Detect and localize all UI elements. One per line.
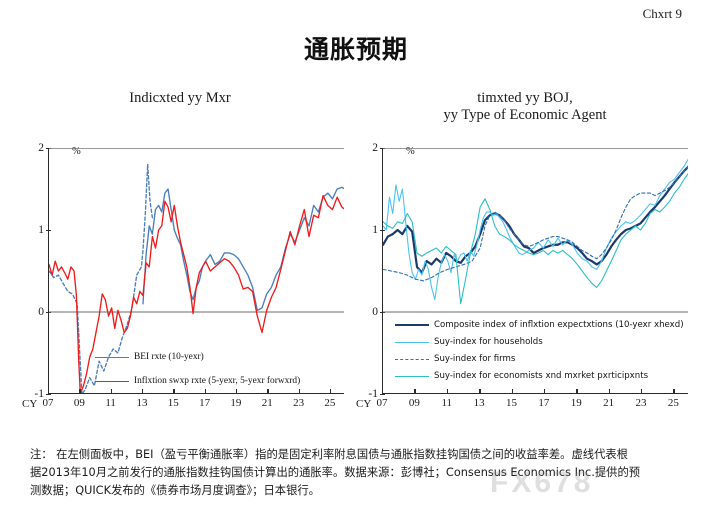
x-tick-mark	[204, 389, 206, 394]
legend-label: Composite index of inflxtion expectxtion…	[434, 320, 684, 330]
x-tick-mark	[382, 389, 384, 394]
x-tick-mark	[641, 389, 643, 394]
page-title: 通胀预期	[303, 35, 408, 64]
right-x-axis-ticks: 07 09 11 13 15 17 19 21 23 25	[377, 389, 688, 410]
left-cy-label: CY	[22, 398, 38, 410]
y-tick-label: 2	[372, 142, 378, 154]
right-legend: Composite index of inflxtion expectxtion…	[395, 320, 684, 388]
right-chart: % 2 1 0 -1 07 09 11 13 15 17 19 21 23 25 CY	[356, 142, 688, 410]
x-tick-mark	[79, 389, 81, 394]
x-tick-label: 19	[570, 397, 582, 409]
right-plot-area	[382, 148, 688, 394]
legend-item[interactable]: Suy-index for households	[395, 337, 684, 347]
x-tick-mark	[511, 389, 513, 394]
x-tick-label: 07	[42, 397, 54, 409]
legend-item[interactable]: Suy-index for economists xnd mxrket pxrt…	[395, 371, 684, 381]
x-tick-mark	[446, 389, 449, 394]
left-legend: BEI rxte (10-yexr) Inflxtion swxp rxte (5…	[95, 352, 300, 400]
x-tick-mark	[267, 389, 269, 394]
x-tick-mark	[173, 389, 175, 394]
x-tick-label: 13	[473, 397, 485, 409]
x-tick-mark	[48, 389, 50, 394]
footnote-line-2: 据2013年10月之前发行的通胀指数挂钩国债计算出的通胀率。数据来源：彭博社；C…	[30, 466, 641, 479]
x-tick-label: 07	[376, 397, 388, 409]
x-tick-mark	[543, 389, 546, 394]
left-plot-area	[48, 148, 344, 394]
y-tick-label: 0	[372, 306, 378, 318]
x-tick-mark	[235, 389, 238, 394]
x-tick-mark	[576, 389, 578, 394]
legend-line-swatch	[95, 356, 129, 358]
left-unit-label: %	[72, 146, 81, 157]
x-tick-label: 09	[73, 397, 85, 409]
x-tick-label: 25	[667, 397, 679, 409]
x-tick-mark	[141, 389, 144, 394]
footnote-line-1: 注： 在左侧面板中，BEI（盈亏平衡通胀率）指的是固定利率附息国债与通胀指数挂钩…	[30, 448, 628, 461]
right-panel-title: timxted yy BOJ, yy Type of Economic Agen…	[360, 90, 690, 124]
legend-label: Inflxtion swxp rxte (5-yexr, 5-yexr forw…	[134, 376, 301, 386]
legend-line-swatch	[395, 341, 429, 343]
x-tick-label: 15	[506, 397, 518, 409]
y-tick-label: 2	[38, 142, 44, 154]
x-tick-label: 17	[199, 397, 211, 409]
y-tick-label: 0	[38, 306, 44, 318]
left-plot-canvas	[49, 148, 344, 393]
legend-line-swatch	[395, 324, 429, 326]
legend-label: Suy-index for firms	[434, 354, 516, 364]
y-tick-mark	[46, 394, 51, 396]
left-panel-title: Indicxted yy Mxr	[30, 90, 330, 107]
x-tick-label: 11	[105, 397, 116, 409]
x-tick-label: 21	[261, 397, 273, 409]
left-chart: % 2 1 0 -1 07 09 11 13 15 17 19 21 23 25 CY	[22, 142, 344, 410]
x-tick-mark	[608, 389, 611, 394]
right-panel-title-line2: yy Type of Economic Agent	[443, 107, 607, 123]
legend-item[interactable]: Inflxtion swxp rxte (5-yexr, 5-yexr forw…	[95, 376, 300, 386]
legend-line-swatch	[395, 375, 429, 377]
x-tick-label: 25	[324, 397, 336, 409]
left-panel-title-line: Indicxted yy Mxr	[129, 90, 231, 106]
x-tick-mark	[673, 389, 675, 394]
left-y-axis-ticks: 2 1 0 -1	[24, 142, 51, 400]
right-plot-canvas	[383, 148, 688, 393]
legend-line-swatch	[95, 380, 129, 382]
chart-number: Chxrt 9	[642, 6, 682, 21]
legend-line-swatch	[395, 358, 429, 360]
legend-item[interactable]: Suy-index for firms	[395, 354, 684, 364]
x-tick-mark	[298, 389, 300, 394]
y-tick-label: -1	[34, 388, 44, 400]
x-tick-label: 21	[603, 397, 615, 409]
right-panel-title-line1: timxted yy BOJ,	[477, 90, 573, 106]
x-tick-label: 23	[635, 397, 647, 409]
legend-label: Suy-index for economists xnd mxrket pxrt…	[434, 371, 649, 381]
x-tick-mark	[479, 389, 481, 394]
right-unit-label: %	[406, 146, 415, 157]
x-tick-label: 17	[538, 397, 550, 409]
right-cy-label: CY	[356, 398, 372, 410]
legend-item[interactable]: Composite index of inflxtion expectxtion…	[395, 320, 684, 330]
left-x-axis-ticks: 07 09 11 13 15 17 19 21 23 25	[43, 389, 344, 410]
x-tick-label: 11	[441, 397, 453, 409]
y-tick-label: -1	[368, 388, 378, 400]
right-y-axis-ticks: 2 1 0 -1	[358, 142, 385, 400]
x-tick-mark	[414, 389, 416, 394]
x-tick-label: 15	[167, 397, 179, 409]
legend-label: Suy-index for households	[434, 337, 543, 347]
y-tick-label: 1	[372, 224, 378, 236]
x-tick-label: 13	[136, 397, 148, 409]
legend-label: BEI rxte (10-yexr)	[134, 352, 204, 362]
x-tick-mark	[329, 389, 332, 394]
footnote: 注： 在左侧面板中，BEI（盈亏平衡通胀率）指的是固定利率附息国债与通胀指数挂钩…	[30, 446, 670, 500]
x-tick-label: 23	[293, 397, 305, 409]
x-tick-label: 09	[408, 397, 420, 409]
x-tick-mark	[110, 389, 113, 394]
x-tick-label: 19	[230, 397, 242, 409]
footnote-line-3: 测数据；QUICK发布的《债券市场月度调查》；日本银行。	[30, 484, 320, 497]
y-tick-mark	[380, 394, 385, 396]
y-tick-label: 1	[38, 224, 44, 236]
legend-item[interactable]: BEI rxte (10-yexr)	[95, 352, 300, 362]
